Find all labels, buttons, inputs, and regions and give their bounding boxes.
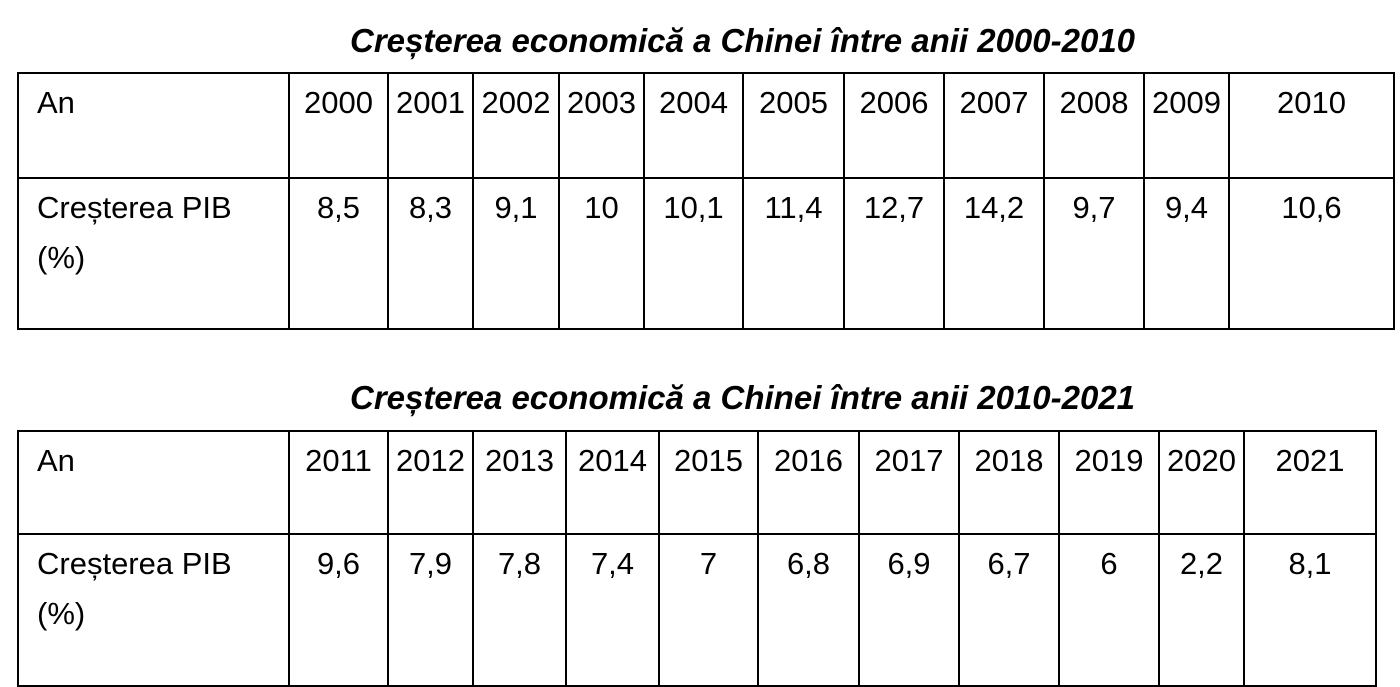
value-cell: 10 bbox=[558, 177, 645, 330]
year-cell: 2010 bbox=[1228, 72, 1395, 179]
value-cell: 7,9 bbox=[387, 533, 474, 687]
value-cell: 9,7 bbox=[1043, 177, 1145, 330]
value-cell: 10,1 bbox=[643, 177, 744, 330]
year-cell: 2002 bbox=[472, 72, 560, 179]
value-cell: 10,6 bbox=[1228, 177, 1395, 330]
value-cell: 8,1 bbox=[1243, 533, 1377, 687]
value-cell: 6 bbox=[1058, 533, 1160, 687]
value-cell: 9,4 bbox=[1143, 177, 1230, 330]
year-cell: 2005 bbox=[742, 72, 845, 179]
data-table: An 2011 2012 2013 2014 2015 2016 2017 2018 2019 20… bbox=[17, 430, 1377, 687]
value-cell: 8,5 bbox=[288, 177, 389, 330]
year-cell: 2016 bbox=[757, 430, 860, 535]
year-cell: 2014 bbox=[565, 430, 660, 535]
row-label: Creșterea PIB (%) bbox=[17, 533, 290, 687]
header-row: An 2000 2001 2002 2003 2004 2005 2006 2007 2008 20… bbox=[17, 72, 1395, 179]
header-label: An bbox=[17, 72, 290, 179]
year-cell: 2015 bbox=[658, 430, 759, 535]
value-cell: 11,4 bbox=[742, 177, 845, 330]
year-cell: 2020 bbox=[1158, 430, 1245, 535]
header-row: An 2011 2012 2013 2014 2015 2016 2017 2018 2019 20… bbox=[17, 430, 1377, 535]
year-cell: 2003 bbox=[558, 72, 645, 179]
value-cell: 9,6 bbox=[288, 533, 389, 687]
year-cell: 2013 bbox=[472, 430, 567, 535]
value-cell: 7 bbox=[658, 533, 759, 687]
year-cell: 2004 bbox=[643, 72, 744, 179]
table-title: Creșterea economică a Chinei între anii … bbox=[350, 22, 1136, 59]
value-cell: 7,8 bbox=[472, 533, 567, 687]
year-cell: 2000 bbox=[288, 72, 389, 179]
value-row: Creșterea PIB (%) 8,5 8,3 9,1 10 10,1 11,4 12,7… bbox=[17, 177, 1395, 330]
year-cell: 2001 bbox=[387, 72, 474, 179]
year-cell: 2007 bbox=[943, 72, 1045, 179]
value-cell: 14,2 bbox=[943, 177, 1045, 330]
year-cell: 2009 bbox=[1143, 72, 1230, 179]
year-cell: 2021 bbox=[1243, 430, 1377, 535]
year-cell: 2006 bbox=[843, 72, 945, 179]
value-cell: 6,7 bbox=[958, 533, 1060, 687]
value-cell: 6,9 bbox=[858, 533, 960, 687]
year-cell: 2017 bbox=[858, 430, 960, 535]
table-title: Creșterea economică a Chinei între anii … bbox=[350, 379, 1136, 416]
year-cell: 2018 bbox=[958, 430, 1060, 535]
year-cell: 2012 bbox=[387, 430, 474, 535]
value-cell: 9,1 bbox=[472, 177, 560, 330]
year-cell: 2008 bbox=[1043, 72, 1145, 179]
row-label: Creșterea PIB (%) bbox=[17, 177, 290, 330]
data-table: An 2000 2001 2002 2003 2004 2005 2006 2007 2008 20… bbox=[17, 72, 1395, 330]
value-cell: 6,8 bbox=[757, 533, 860, 687]
value-row: Creșterea PIB (%) 9,6 7,9 7,8 7,4 7 6,8 6,9 6,7 6… bbox=[17, 533, 1377, 687]
header-label: An bbox=[17, 430, 290, 535]
value-cell: 8,3 bbox=[387, 177, 474, 330]
value-cell: 12,7 bbox=[843, 177, 945, 330]
value-cell: 2,2 bbox=[1158, 533, 1245, 687]
year-cell: 2019 bbox=[1058, 430, 1160, 535]
value-cell: 7,4 bbox=[565, 533, 660, 687]
year-cell: 2011 bbox=[288, 430, 389, 535]
